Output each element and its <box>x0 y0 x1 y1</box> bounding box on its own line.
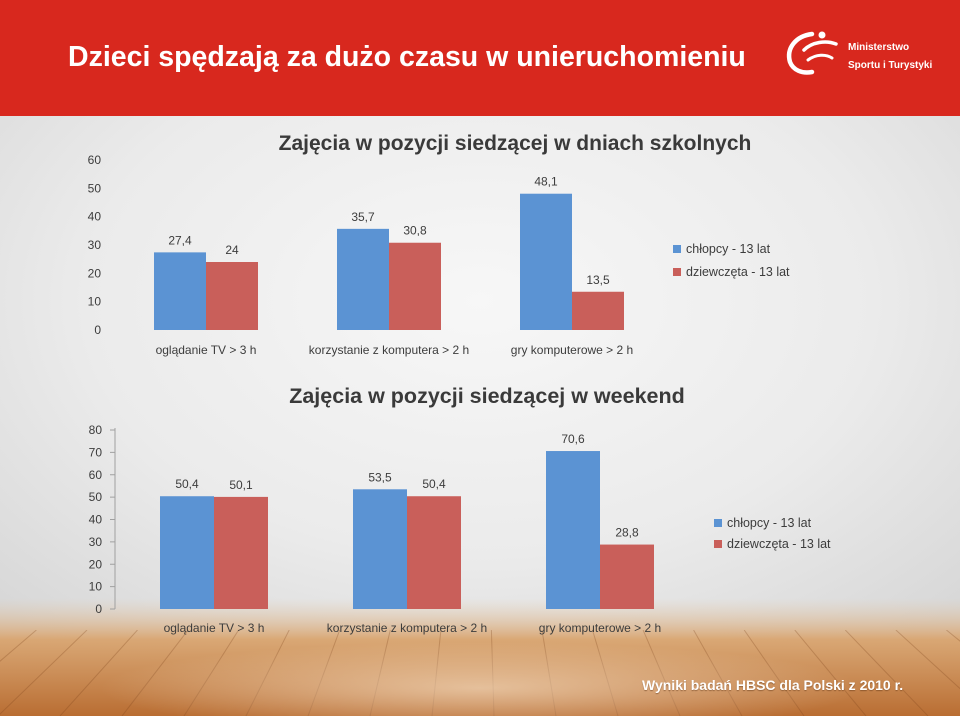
chart2-bar-boys-3 <box>546 451 600 609</box>
chart2-bar-boys-2 <box>353 489 407 609</box>
chart2-bar-girls-2 <box>407 496 461 609</box>
chart2-y-tick-label: 50 <box>89 490 103 504</box>
chart2-data-label-girls-1: 50,1 <box>229 478 253 492</box>
chart2-y-tick-label: 80 <box>89 423 103 437</box>
chart1-y-tick-label: 40 <box>88 210 102 224</box>
chart1-category-label-2: korzystanie z komputera > 2 h <box>309 343 469 357</box>
chart2-data-label-boys-3: 70,6 <box>561 432 585 446</box>
chart2-y-tick-label: 10 <box>89 580 103 594</box>
chart1-y-tick-label: 30 <box>88 238 102 252</box>
chart1-data-label-boys-3: 48,1 <box>534 175 558 189</box>
chart1-plot: 0 10 20 30 40 50 60 27,4 35,7 48,1 chłopcy - 13 la… <box>88 153 790 357</box>
chart1-y-tick-label: 60 <box>88 153 102 167</box>
chart1-data-label-boys-1: 27,4 <box>168 233 192 247</box>
chart2-legend-swatch-girls <box>714 540 722 548</box>
chart1-bar-boys-1 <box>154 252 206 330</box>
chart1-data-label-girls-3: 13,5 <box>586 273 610 287</box>
logo-text-line2: Sportu i Turystyki <box>848 60 933 71</box>
chart2-y-tick-label: 20 <box>89 557 103 571</box>
chart2-bar-girls-1 <box>214 496 268 609</box>
chart2-y-tick-label: 60 <box>89 468 103 482</box>
chart2-y-tick-label: 30 <box>89 535 103 549</box>
chart2-data-label-boys-2: 53,5 <box>368 470 392 484</box>
ministry-logo-icon <box>786 31 838 75</box>
chart2-plot: 0 10 20 30 40 50 60 70 80 50,4 53,5 70,6 chłopcy - 1… <box>89 423 831 635</box>
floor-shine <box>100 642 860 716</box>
chart1-title: Zajęcia w pozycji siedzącej w dniach szk… <box>278 132 752 155</box>
chart1-data-label-boys-2: 35,7 <box>351 210 375 224</box>
logo-text-line1: Ministerstwo <box>848 42 910 53</box>
slide-title: Dzieci spędzają za dużo czasu w unieruch… <box>68 41 746 73</box>
chart1-category-label-1: oglądanie TV > 3 h <box>156 343 257 357</box>
chart2-bar-girls-3 <box>600 544 654 609</box>
chart2-y-tick-label: 70 <box>89 445 103 459</box>
chart1-data-label-girls-1: 24 <box>225 243 239 257</box>
chart2-legend-swatch-boys <box>714 519 722 527</box>
source-note: Wyniki badań HBSC dla Polski z 2010 r. <box>642 677 904 693</box>
chart1-legend-swatch-girls <box>673 268 681 276</box>
chart2-category-label-3: gry komputerowe > 2 h <box>539 621 661 635</box>
header-band <box>0 0 960 116</box>
chart2-category-label-2: korzystanie z komputera > 2 h <box>327 621 487 635</box>
chart1-legend-label-girls: dziewczęta - 13 lat <box>686 265 790 279</box>
chart1-bar-girls-3 <box>572 291 624 330</box>
chart2-title: Zajęcia w pozycji siedzącej w weekend <box>289 384 685 408</box>
chart2-data-label-girls-2: 50,4 <box>422 477 446 491</box>
chart2-data-label-girls-3: 28,8 <box>615 526 639 540</box>
chart1-bar-boys-3 <box>520 193 572 330</box>
chart2-y-tick-label: 0 <box>95 602 102 616</box>
chart1-legend-label-boys: chłopcy - 13 lat <box>686 242 771 256</box>
chart2-legend-label-girls: dziewczęta - 13 lat <box>727 537 831 551</box>
chart2-data-label-boys-1: 50,4 <box>175 477 199 491</box>
chart2-bar-boys-1 <box>160 496 214 609</box>
chart1-data-label-girls-2: 30,8 <box>403 224 427 238</box>
chart2-y-tick-label: 40 <box>89 513 103 527</box>
chart1-y-tick-label: 50 <box>88 181 102 195</box>
chart1-bar-girls-2 <box>389 242 441 330</box>
chart1-legend-swatch-boys <box>673 245 681 253</box>
chart1-y-tick-label: 10 <box>88 295 102 309</box>
chart1-y-tick-label: 0 <box>94 323 101 337</box>
chart1-bar-girls-1 <box>206 262 258 330</box>
chart1-bar-boys-2 <box>337 228 389 330</box>
chart1-category-label-3: gry komputerowe > 2 h <box>511 343 633 357</box>
chart1-y-tick-label: 20 <box>88 266 102 280</box>
chart2-category-label-1: oglądanie TV > 3 h <box>164 621 265 635</box>
chart2-legend-label-boys: chłopcy - 13 lat <box>727 516 812 530</box>
